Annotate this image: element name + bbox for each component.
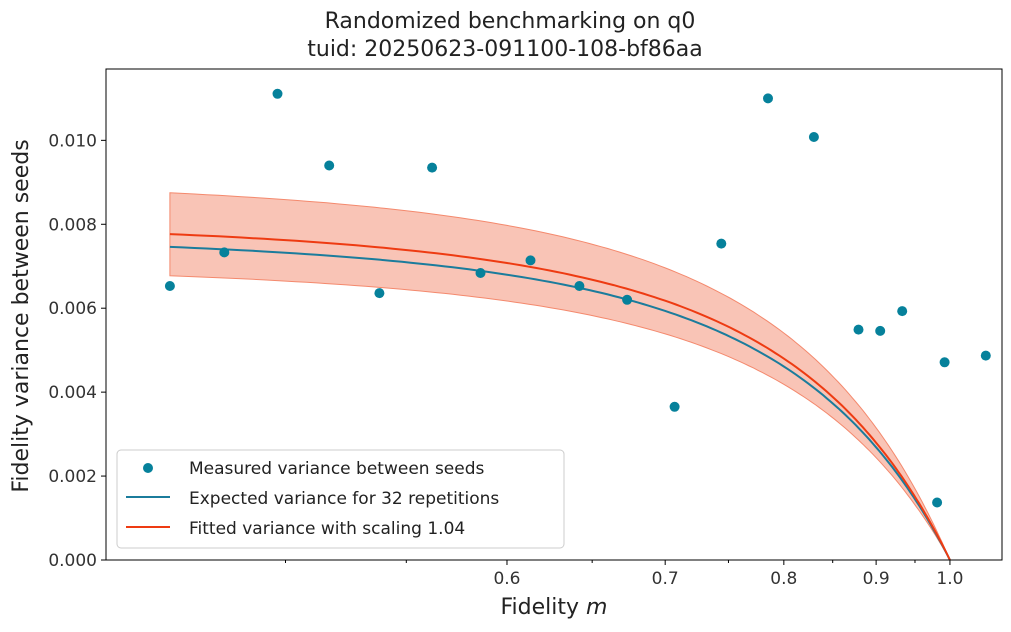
legend-box [116, 449, 565, 549]
y-tick-label: 0.006 [48, 299, 97, 319]
y-axis-label: Fidelity variance between seeds [9, 139, 34, 492]
expected-variance-line [169, 245, 951, 561]
y-tick-label: 0.000 [48, 551, 97, 571]
x-tick-label: 0.9 [863, 569, 890, 589]
data-point [808, 132, 819, 142]
y-tick-label: 0.010 [48, 131, 97, 151]
data-point [525, 255, 536, 266]
data-point [897, 306, 908, 317]
data-point [669, 401, 680, 412]
y-tick-label: 0.002 [48, 467, 97, 487]
plot-area [164, 88, 991, 561]
data-point [374, 288, 385, 299]
x-tick-label: 0.7 [652, 569, 679, 589]
fitted-variance-line [169, 233, 951, 561]
y-axis: 0.000 0.002 0.004 0.006 0.008 0.010 [48, 131, 106, 571]
legend-label-measured: Measured variance between seeds [189, 459, 485, 479]
data-point [939, 357, 950, 368]
x-tick-label: 0.8 [770, 569, 797, 589]
data-point [427, 162, 438, 173]
data-point [574, 281, 585, 291]
data-point [980, 350, 991, 361]
plot-frame [105, 68, 1003, 561]
x-axis-label: Fidelity m [501, 595, 608, 620]
data-point [716, 238, 727, 249]
x-tick-label: 0.6 [493, 569, 520, 589]
data-point [475, 268, 486, 278]
y-tick-label: 0.004 [48, 383, 97, 403]
data-point [853, 324, 864, 335]
data-point [272, 88, 283, 99]
data-point [164, 281, 175, 291]
legend: Measured variance between seeds Expected… [116, 449, 565, 549]
data-point [875, 325, 886, 336]
chart-title: Randomized benchmarking on q0 [325, 9, 696, 34]
x-tick-label: 1.0 [936, 569, 963, 589]
data-point [932, 497, 943, 508]
data-point [324, 160, 335, 171]
legend-marker-measured [143, 463, 153, 473]
y-tick-label: 0.008 [48, 215, 97, 235]
legend-label-fitted: Fitted variance with scaling 1.04 [189, 519, 465, 539]
data-point [763, 93, 773, 104]
legend-label-expected: Expected variance for 32 repetitions [189, 489, 499, 509]
x-axis: 0.6 0.7 0.8 0.9 1.0 [284, 560, 963, 589]
data-point [219, 247, 230, 258]
data-point [622, 294, 633, 305]
chart-subtitle: tuid: 20250623-091100-108-bf86aa [307, 37, 702, 62]
